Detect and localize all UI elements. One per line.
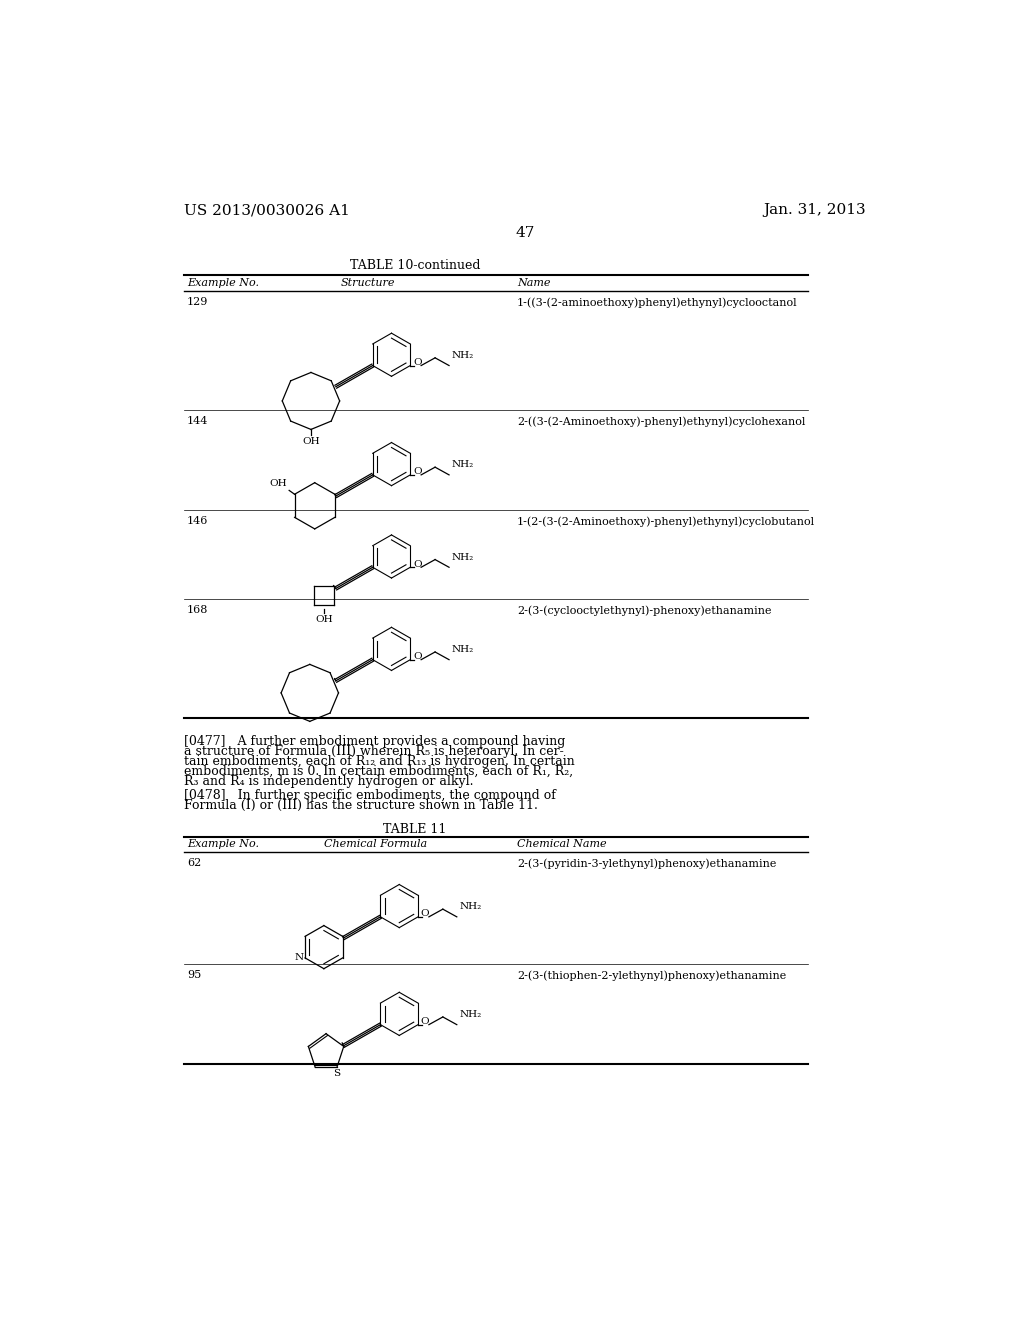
Text: 1-((3-(2-aminoethoxy)phenyl)ethynyl)cyclooctanol: 1-((3-(2-aminoethoxy)phenyl)ethynyl)cycl… bbox=[517, 297, 798, 308]
Text: O: O bbox=[421, 1018, 429, 1026]
Text: NH₂: NH₂ bbox=[459, 903, 481, 911]
Text: NH₂: NH₂ bbox=[452, 461, 474, 470]
Text: Formula (I) or (III) has the structure shown in Table 11.: Formula (I) or (III) has the structure s… bbox=[183, 799, 538, 812]
Text: O: O bbox=[413, 358, 422, 367]
Text: R₃ and R₄ is independently hydrogen or alkyl.: R₃ and R₄ is independently hydrogen or a… bbox=[183, 775, 473, 788]
Text: NH₂: NH₂ bbox=[459, 1010, 481, 1019]
Text: 144: 144 bbox=[187, 416, 208, 426]
Text: Chemical Name: Chemical Name bbox=[517, 840, 606, 849]
Text: Jan. 31, 2013: Jan. 31, 2013 bbox=[763, 203, 866, 216]
Text: a structure of Formula (III) wherein R₅ is heteroaryl. In cer-: a structure of Formula (III) wherein R₅ … bbox=[183, 744, 563, 758]
Text: [0477]   A further embodiment provides a compound having: [0477] A further embodiment provides a c… bbox=[183, 735, 565, 748]
Text: 2-(3-(thiophen-2-ylethynyl)phenoxy)ethanamine: 2-(3-(thiophen-2-ylethynyl)phenoxy)ethan… bbox=[517, 970, 786, 981]
Text: Structure: Structure bbox=[341, 277, 395, 288]
Text: OH: OH bbox=[302, 437, 319, 446]
Text: O: O bbox=[413, 560, 422, 569]
Text: NH₂: NH₂ bbox=[452, 553, 474, 562]
Text: 168: 168 bbox=[187, 605, 208, 615]
Text: Chemical Formula: Chemical Formula bbox=[325, 840, 428, 849]
Text: 47: 47 bbox=[515, 226, 535, 240]
Text: 95: 95 bbox=[187, 970, 201, 979]
Text: OH: OH bbox=[269, 479, 287, 488]
Text: 129: 129 bbox=[187, 297, 208, 308]
Text: OH: OH bbox=[315, 615, 333, 624]
Text: TABLE 11: TABLE 11 bbox=[383, 822, 446, 836]
Text: S: S bbox=[334, 1069, 341, 1078]
Text: 2-((3-(2-Aminoethoxy)-phenyl)ethynyl)cyclohexanol: 2-((3-(2-Aminoethoxy)-phenyl)ethynyl)cyc… bbox=[517, 416, 806, 426]
Text: N: N bbox=[295, 953, 303, 962]
Text: O: O bbox=[421, 909, 429, 919]
Text: 146: 146 bbox=[187, 516, 208, 527]
Text: 2-(3-(pyridin-3-ylethynyl)phenoxy)ethanamine: 2-(3-(pyridin-3-ylethynyl)phenoxy)ethana… bbox=[517, 858, 776, 869]
Text: NH₂: NH₂ bbox=[452, 645, 474, 655]
Text: Example No.: Example No. bbox=[187, 277, 259, 288]
Text: 2-(3-(cyclooctylethynyl)-phenoxy)ethanamine: 2-(3-(cyclooctylethynyl)-phenoxy)ethanam… bbox=[517, 605, 771, 615]
Text: 62: 62 bbox=[187, 858, 201, 869]
Text: O: O bbox=[413, 652, 422, 661]
Text: NH₂: NH₂ bbox=[452, 351, 474, 360]
Text: Name: Name bbox=[517, 277, 551, 288]
Text: embodiments, m is 0. In certain embodiments, each of R₁, R₂,: embodiments, m is 0. In certain embodime… bbox=[183, 766, 572, 779]
Text: US 2013/0030026 A1: US 2013/0030026 A1 bbox=[183, 203, 349, 216]
Text: Example No.: Example No. bbox=[187, 840, 259, 849]
Text: O: O bbox=[413, 467, 422, 477]
Text: 1-(2-(3-(2-Aminoethoxy)-phenyl)ethynyl)cyclobutanol: 1-(2-(3-(2-Aminoethoxy)-phenyl)ethynyl)c… bbox=[517, 516, 815, 527]
Text: TABLE 10-continued: TABLE 10-continued bbox=[349, 259, 480, 272]
Text: tain embodiments, each of R₁₂ and R₁₃ is hydrogen. In certain: tain embodiments, each of R₁₂ and R₁₃ is… bbox=[183, 755, 574, 768]
Text: [0478]   In further specific embodiments, the compound of: [0478] In further specific embodiments, … bbox=[183, 789, 556, 803]
